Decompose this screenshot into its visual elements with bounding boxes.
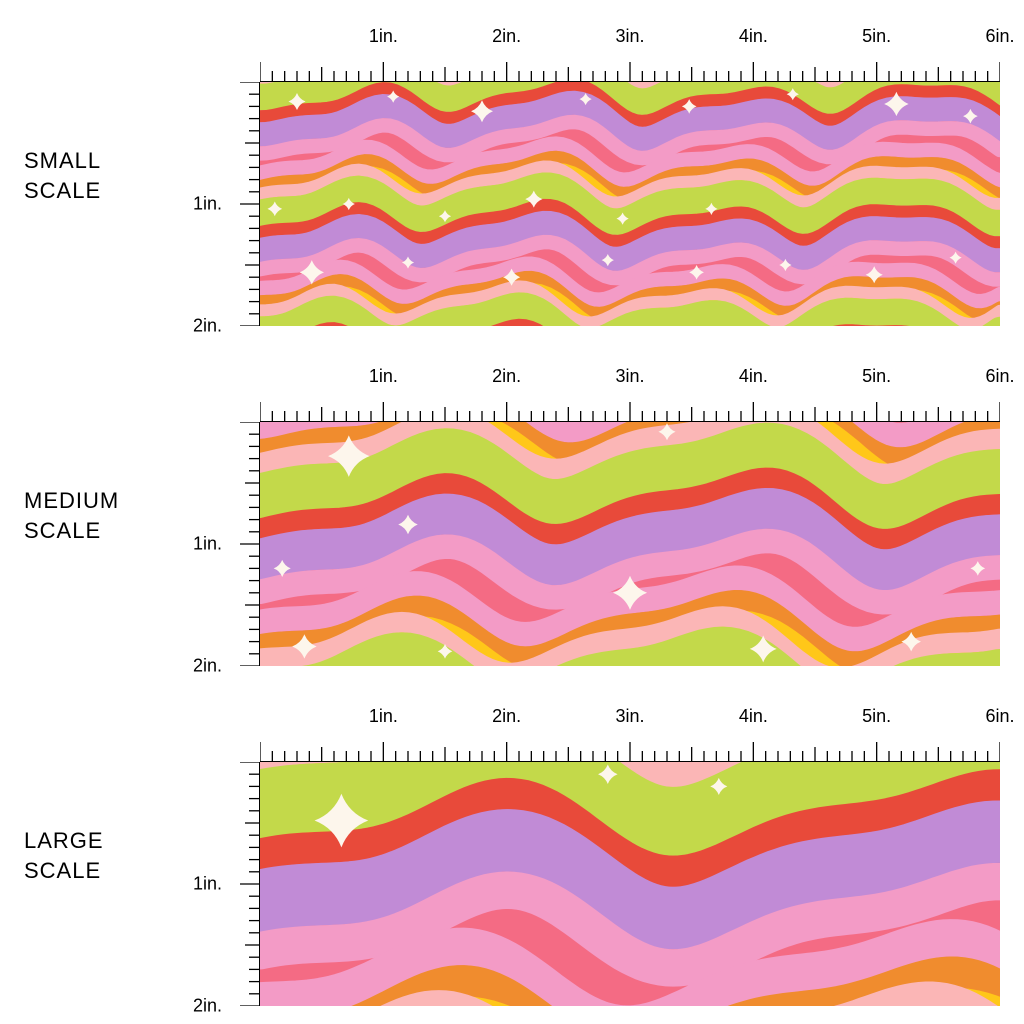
ruler-vertical: 1in.2in.	[228, 422, 260, 666]
ruler-h-label: 5in.	[862, 26, 891, 47]
ruler-v-label: 2in.	[193, 316, 222, 337]
ruler-v-label: 2in.	[193, 656, 222, 677]
ruler-v-label: 1in.	[193, 534, 222, 555]
ruler-h-label: 5in.	[862, 366, 891, 387]
ruler-h-label: 4in.	[739, 706, 768, 727]
ruler-h-label: 3in.	[615, 26, 644, 47]
scale-label-medium: MEDIUM SCALE	[24, 486, 119, 545]
ruler-v-label: 1in.	[193, 874, 222, 895]
ruler-h-label: 2in.	[492, 706, 521, 727]
scale-label-small: SMALL SCALE	[24, 146, 101, 205]
swatch-wrap-medium: 1in.2in.3in.4in.5in.6in.1in.2in.	[260, 422, 1000, 666]
ruler-h-label: 6in.	[985, 366, 1014, 387]
ruler-horizontal: 1in.2in.3in.4in.5in.6in.	[260, 390, 1000, 422]
scale-label-large: LARGE SCALE	[24, 826, 104, 885]
pattern-swatch-small	[260, 82, 1000, 326]
ruler-h-label: 1in.	[369, 26, 398, 47]
ruler-h-label: 2in.	[492, 366, 521, 387]
scale-row-large: LARGE SCALE1in.2in.3in.4in.5in.6in.1in.2…	[0, 730, 1024, 1014]
ruler-h-label: 5in.	[862, 706, 891, 727]
ruler-h-label: 6in.	[985, 706, 1014, 727]
ruler-v-label: 1in.	[193, 194, 222, 215]
scale-row-small: SMALL SCALE1in.2in.3in.4in.5in.6in.1in.2…	[0, 50, 1024, 334]
ruler-h-label: 3in.	[615, 706, 644, 727]
ruler-h-label: 4in.	[739, 26, 768, 47]
pattern-swatch-large	[260, 762, 1000, 1006]
ruler-h-label: 1in.	[369, 706, 398, 727]
ruler-vertical: 1in.2in.	[228, 762, 260, 1006]
ruler-h-label: 6in.	[985, 26, 1014, 47]
ruler-h-label: 2in.	[492, 26, 521, 47]
ruler-v-label: 2in.	[193, 996, 222, 1017]
ruler-horizontal: 1in.2in.3in.4in.5in.6in.	[260, 730, 1000, 762]
ruler-h-label: 4in.	[739, 366, 768, 387]
ruler-vertical: 1in.2in.	[228, 82, 260, 326]
swatch-wrap-small: 1in.2in.3in.4in.5in.6in.1in.2in.	[260, 82, 1000, 326]
ruler-horizontal: 1in.2in.3in.4in.5in.6in.	[260, 50, 1000, 82]
swatch-wrap-large: 1in.2in.3in.4in.5in.6in.1in.2in.	[260, 762, 1000, 1006]
pattern-swatch-medium	[260, 422, 1000, 666]
ruler-h-label: 3in.	[615, 366, 644, 387]
scale-row-medium: MEDIUM SCALE1in.2in.3in.4in.5in.6in.1in.…	[0, 390, 1024, 674]
ruler-h-label: 1in.	[369, 366, 398, 387]
